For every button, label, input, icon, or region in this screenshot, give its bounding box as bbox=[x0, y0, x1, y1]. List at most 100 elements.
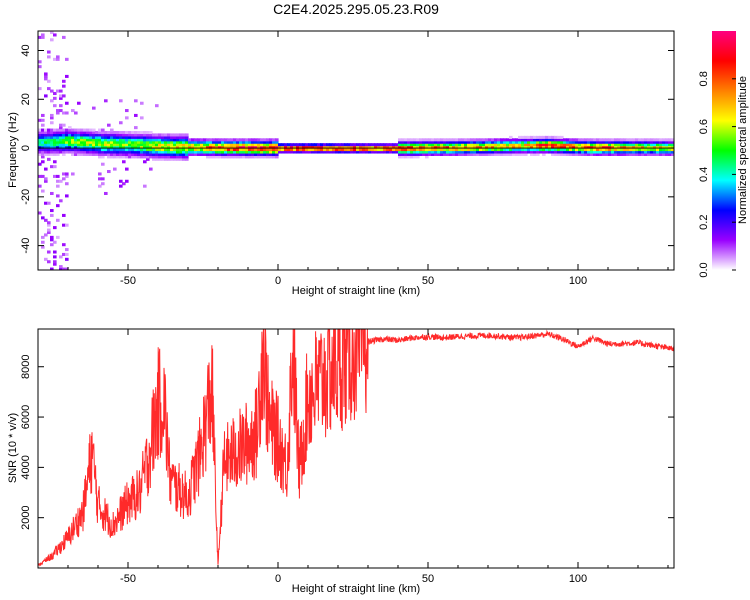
spectrogram-cell bbox=[452, 152, 456, 156]
spectrogram-cell bbox=[539, 150, 543, 154]
spectrogram-cell bbox=[152, 138, 156, 142]
spectrogram-cell bbox=[248, 145, 252, 149]
spectrogram-cell bbox=[62, 135, 66, 139]
spectrogram-cell bbox=[50, 89, 54, 93]
spectrogram-cell bbox=[620, 143, 624, 147]
spectrogram-cell bbox=[122, 148, 126, 152]
spectrogram-cell bbox=[656, 140, 660, 144]
spectrogram-cell bbox=[161, 148, 165, 152]
spectrogram-cell bbox=[221, 138, 225, 142]
spectrogram-cell bbox=[434, 150, 438, 154]
spectrogram-cell bbox=[242, 155, 246, 159]
spectrogram-cell bbox=[281, 148, 285, 152]
spectrogram-cell bbox=[164, 155, 168, 159]
spectrogram-cell bbox=[410, 150, 414, 154]
spectrogram-cell bbox=[119, 184, 123, 188]
spectrogram-cell bbox=[215, 148, 219, 152]
spectrogram-cell bbox=[47, 145, 51, 149]
spectrogram-cell bbox=[98, 184, 102, 188]
spectrogram-cell bbox=[107, 170, 111, 174]
spectrogram-cell bbox=[155, 143, 159, 147]
spectrogram-cell bbox=[608, 140, 612, 144]
spectrogram-cell bbox=[659, 140, 663, 144]
spectrogram-xlabel: Height of straight line (km) bbox=[292, 285, 420, 297]
spectrogram-cell bbox=[368, 148, 372, 152]
spectrogram-cell bbox=[185, 157, 189, 161]
spectrogram-cell bbox=[134, 148, 138, 152]
spectrogram-cell bbox=[257, 150, 261, 154]
spectrogram-cell bbox=[452, 140, 456, 144]
spectrogram-cell bbox=[473, 150, 477, 154]
spectrogram-cell bbox=[152, 145, 156, 149]
spectrogram-cell bbox=[137, 150, 141, 154]
spectrogram-cell bbox=[41, 133, 45, 137]
spectrogram-cell bbox=[179, 145, 183, 149]
spectrogram-cell bbox=[293, 150, 297, 154]
spectrogram-cell bbox=[338, 145, 342, 149]
spectrogram-cell bbox=[62, 130, 66, 135]
spectrogram-cell bbox=[308, 143, 312, 147]
spectrogram-cell bbox=[176, 138, 180, 142]
spectrogram-cell bbox=[626, 140, 630, 144]
spectrogram-cell bbox=[344, 145, 348, 149]
spectrogram-cell bbox=[128, 140, 132, 144]
spectrogram-cell bbox=[506, 148, 510, 152]
spectrogram-cell bbox=[47, 260, 51, 264]
spectrogram-cell bbox=[275, 150, 279, 154]
spectrogram-cell bbox=[140, 130, 144, 135]
snr-ytick-label: 6000 bbox=[20, 405, 32, 429]
spectrogram-cell bbox=[137, 133, 141, 137]
spectrogram-cell bbox=[434, 138, 438, 142]
spectrogram-cell bbox=[134, 99, 138, 103]
spectrogram-cell bbox=[296, 143, 300, 147]
spectrogram-cell bbox=[110, 145, 114, 149]
spectrogram-cell bbox=[347, 145, 351, 149]
spectrogram-cell bbox=[650, 143, 654, 147]
spectrogram-cell bbox=[62, 213, 66, 217]
spectrogram-cell bbox=[50, 130, 54, 135]
spectrogram-cell bbox=[311, 143, 315, 147]
spectrogram-cell bbox=[329, 145, 333, 149]
spectrogram-cell bbox=[101, 148, 105, 152]
spectrogram-cell bbox=[56, 55, 60, 59]
spectrogram-cell bbox=[53, 240, 57, 244]
spectrogram-cell bbox=[59, 140, 63, 144]
spectrogram-cell bbox=[260, 140, 264, 144]
spectrogram-cell bbox=[188, 138, 192, 142]
spectrogram-cell bbox=[134, 155, 138, 159]
spectrogram-cell bbox=[59, 130, 63, 135]
spectrogram-cell bbox=[653, 140, 657, 144]
spectrogram-cell bbox=[542, 150, 546, 154]
spectrogram-cell bbox=[293, 148, 297, 152]
spectrogram-cell bbox=[425, 150, 429, 154]
spectrogram-cell bbox=[503, 138, 507, 142]
spectrogram-cell bbox=[92, 143, 96, 147]
spectrogram-cell bbox=[116, 150, 120, 154]
spectrogram-cell bbox=[566, 143, 570, 147]
spectrogram-cell bbox=[371, 145, 375, 149]
spectrogram-cell bbox=[116, 148, 120, 152]
spectrogram-cell bbox=[257, 138, 261, 142]
spectrogram-cell bbox=[560, 145, 564, 149]
spectrogram-cell bbox=[575, 148, 579, 152]
spectrogram-cell bbox=[158, 140, 162, 144]
spectrogram-cell bbox=[584, 148, 588, 152]
spectrogram-cell bbox=[95, 150, 99, 154]
spectrogram-cell bbox=[602, 145, 606, 149]
spectrogram-cell bbox=[578, 148, 582, 152]
spectrogram-cell bbox=[458, 145, 462, 149]
spectrogram-cell bbox=[56, 143, 60, 147]
spectrogram-cell bbox=[323, 145, 327, 149]
spectrogram-cell bbox=[137, 145, 141, 149]
spectrogram-cell bbox=[59, 104, 63, 108]
spectrogram-cell bbox=[170, 145, 174, 149]
spectrogram-cell bbox=[68, 138, 72, 142]
spectrogram-cell bbox=[530, 140, 534, 144]
spectrogram-cell bbox=[461, 143, 465, 147]
spectrogram-cell bbox=[53, 250, 57, 254]
spectrogram-cell bbox=[443, 150, 447, 154]
spectrogram-cell bbox=[41, 138, 45, 142]
spectrogram-cell bbox=[125, 155, 129, 159]
spectrogram-cell bbox=[482, 143, 486, 147]
